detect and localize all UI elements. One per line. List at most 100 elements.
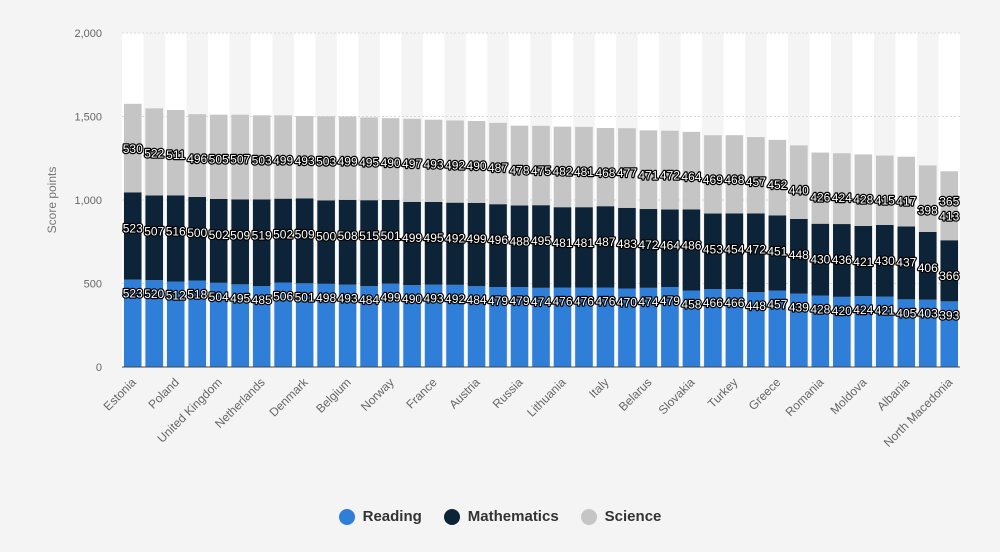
bar-reading bbox=[725, 289, 744, 367]
data-label: 469 bbox=[703, 173, 723, 187]
bar-mathematics bbox=[553, 207, 572, 288]
bar-mathematics bbox=[596, 206, 615, 288]
data-label: 493 bbox=[424, 158, 444, 172]
x-tick-label: Albania bbox=[874, 375, 912, 413]
bar-mathematics bbox=[532, 205, 550, 288]
data-label: 453 bbox=[703, 243, 723, 257]
data-label: 502 bbox=[209, 228, 229, 242]
data-label: 509 bbox=[230, 228, 250, 242]
bar-science bbox=[510, 125, 529, 206]
bar-mathematics bbox=[188, 196, 207, 281]
data-label: 428 bbox=[810, 303, 830, 317]
bar-mathematics bbox=[274, 198, 292, 283]
data-label: 466 bbox=[724, 296, 744, 310]
data-label: 503 bbox=[316, 154, 336, 168]
bar-mathematics bbox=[682, 209, 701, 291]
y-tick-label: 1,500 bbox=[74, 112, 102, 124]
data-label: 497 bbox=[402, 157, 422, 171]
data-label: 485 bbox=[252, 293, 272, 307]
legend-swatch-mathematics bbox=[443, 508, 460, 525]
bar-reading bbox=[682, 290, 701, 367]
bar-mathematics bbox=[575, 207, 593, 288]
x-tick-label: Norway bbox=[358, 375, 397, 414]
bar-science bbox=[295, 115, 314, 199]
data-label: 493 bbox=[338, 292, 358, 306]
data-label: 451 bbox=[767, 244, 787, 258]
x-tick-label: Turkey bbox=[705, 375, 741, 411]
bar-reading bbox=[854, 296, 873, 367]
bar-reading bbox=[575, 287, 593, 367]
bar-reading bbox=[424, 284, 443, 367]
bar-mathematics bbox=[854, 225, 873, 297]
data-label: 448 bbox=[746, 299, 766, 313]
bar-reading bbox=[618, 288, 636, 367]
bar-reading bbox=[360, 286, 378, 367]
x-tick-label: Moldova bbox=[827, 375, 869, 417]
data-label: 472 bbox=[746, 242, 766, 256]
x-tick-label: Austria bbox=[446, 375, 483, 412]
y-tick-label: 0 bbox=[96, 362, 102, 374]
data-label: 519 bbox=[252, 228, 272, 242]
bar-science bbox=[123, 103, 142, 193]
bar-science bbox=[618, 128, 636, 208]
bar-science bbox=[424, 119, 443, 203]
bar-mathematics bbox=[403, 201, 421, 286]
bar-mathematics bbox=[338, 199, 357, 285]
data-label: 523 bbox=[123, 287, 143, 301]
bar-reading bbox=[403, 285, 421, 367]
legend-item-reading[interactable]: Reading bbox=[338, 508, 422, 525]
data-label: 437 bbox=[896, 255, 916, 269]
bar-reading bbox=[833, 296, 851, 367]
bar-reading bbox=[295, 283, 314, 367]
bar-reading bbox=[446, 284, 464, 367]
data-label: 511 bbox=[166, 148, 185, 162]
bar-reading bbox=[704, 289, 722, 367]
bar-science bbox=[360, 117, 378, 201]
bar-science bbox=[553, 126, 572, 208]
bar-mathematics bbox=[145, 195, 164, 281]
data-label: 476 bbox=[574, 295, 594, 309]
data-label: 439 bbox=[789, 301, 809, 315]
x-tick-label: Russia bbox=[490, 375, 526, 411]
x-tick-label: Romania bbox=[783, 375, 827, 419]
bar-mathematics bbox=[790, 218, 808, 294]
bar-science bbox=[489, 122, 507, 205]
y-tick-label: 500 bbox=[84, 279, 102, 291]
data-label: 498 bbox=[316, 291, 336, 305]
legend-item-science[interactable]: Science bbox=[580, 508, 661, 525]
data-label: 509 bbox=[295, 227, 315, 241]
data-label: 421 bbox=[875, 304, 895, 318]
data-label: 484 bbox=[359, 293, 379, 307]
bar-reading bbox=[940, 301, 959, 367]
data-label: 454 bbox=[724, 242, 744, 256]
bar-mathematics bbox=[424, 202, 443, 285]
bar-reading bbox=[596, 287, 615, 367]
bar-reading bbox=[532, 287, 550, 367]
data-label: 413 bbox=[939, 209, 959, 223]
legend-item-mathematics[interactable]: Mathematics bbox=[443, 508, 559, 525]
data-label: 415 bbox=[875, 194, 895, 208]
bar-science bbox=[768, 139, 787, 216]
bar-science bbox=[596, 128, 615, 207]
data-label: 505 bbox=[209, 153, 229, 167]
data-label: 487 bbox=[488, 161, 508, 175]
data-label: 506 bbox=[273, 289, 293, 303]
data-label: 477 bbox=[617, 166, 637, 180]
data-label: 483 bbox=[617, 237, 637, 251]
data-label: 515 bbox=[359, 229, 379, 243]
bar-reading bbox=[317, 283, 335, 367]
bar-reading bbox=[918, 299, 937, 367]
bar-science bbox=[639, 130, 658, 210]
x-tick-label: Estonia bbox=[101, 375, 139, 413]
data-label: 475 bbox=[531, 164, 551, 178]
bar-science bbox=[661, 130, 679, 210]
bar-reading bbox=[145, 280, 164, 367]
bar-mathematics bbox=[295, 198, 314, 284]
data-label: 472 bbox=[660, 169, 680, 183]
legend-swatch-science bbox=[580, 508, 597, 525]
legend-label-reading: Reading bbox=[362, 508, 422, 525]
data-label: 487 bbox=[595, 235, 615, 249]
bar-science bbox=[833, 153, 851, 225]
bar-science bbox=[467, 121, 486, 203]
bar-mathematics bbox=[875, 224, 894, 297]
